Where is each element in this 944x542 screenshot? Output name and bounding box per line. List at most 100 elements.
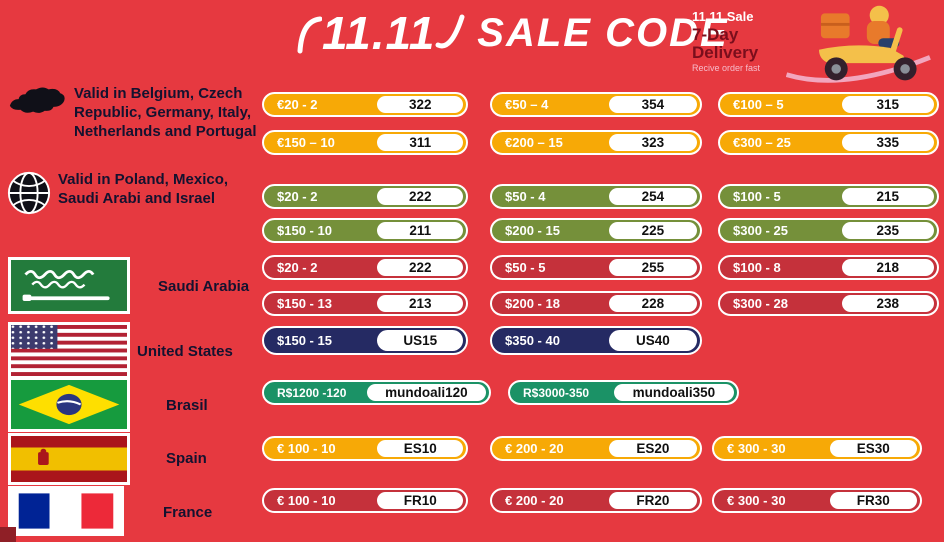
coupon-pill-france-2[interactable]: € 200 - 20 FR20 (490, 488, 702, 513)
sale-logo-1111: 11.11 (296, 6, 465, 60)
coupon-amount: € 100 - 10 (277, 441, 336, 456)
coupon-code: US15 (377, 330, 463, 351)
coupon-pill-europe-5[interactable]: €200 – 15 323 (490, 130, 702, 155)
brasil-label: Brasil (166, 397, 208, 414)
coupon-code: 228 (608, 295, 697, 312)
coupon-amount: € 300 - 30 (727, 441, 786, 456)
france-flag (8, 486, 124, 536)
coupon-pill-spain-1[interactable]: € 100 - 10 ES10 (262, 436, 468, 461)
coupon-pill-europe-6[interactable]: €300 – 25 335 (718, 130, 939, 155)
spain-label: Spain (166, 450, 207, 467)
delivery-promo: 11.11 Sale 7-Day Delivery Recive order f… (692, 9, 802, 74)
coupon-pill-saudi-6[interactable]: $300 - 28 238 (718, 291, 939, 316)
coupon-pill-saudi-5[interactable]: $200 - 18 228 (490, 291, 702, 316)
coupon-pill-us-1[interactable]: $150 - 15 US15 (262, 326, 468, 355)
brasil-flag (8, 377, 130, 432)
coupon-pill-saudi-1[interactable]: $20 - 2 222 (262, 255, 468, 280)
spain-flag (8, 433, 130, 485)
coupon-amount: € 100 - 10 (277, 493, 336, 508)
logo-text: 11.11 (322, 7, 436, 59)
coupon-amount: $300 - 28 (733, 296, 788, 311)
globe-icon (6, 170, 52, 221)
coupon-pill-france-3[interactable]: € 300 - 30 FR30 (712, 488, 922, 513)
coupon-code: 311 (377, 134, 463, 151)
coupon-amount: $50 - 5 (505, 260, 546, 275)
coupon-pill-global-4[interactable]: $150 - 10 211 (262, 218, 468, 243)
coupon-amount: $150 - 13 (277, 296, 332, 311)
coupon-pill-global-2[interactable]: $50 - 4 254 (490, 184, 702, 209)
coupon-code: mundoali120 (366, 384, 486, 401)
saudi-arabia-label: Saudi Arabia (158, 278, 250, 295)
promo-sale-label: 11.11 Sale (692, 9, 754, 24)
coupon-amount: $20 - 2 (277, 260, 318, 275)
coupon-code: 255 (608, 259, 697, 276)
coupon-amount: € 300 - 30 (727, 493, 786, 508)
coupon-amount: $150 - 10 (277, 223, 332, 238)
coupon-code: FR30 (829, 492, 917, 509)
region-europe-label: Valid in Belgium, Czech Republic, German… (74, 85, 257, 141)
coupon-code: 218 (841, 259, 934, 276)
coupon-amount: € 200 - 20 (505, 441, 564, 456)
europe-map-icon (6, 84, 68, 123)
coupon-code: mundoali350 (613, 384, 734, 401)
coupon-pill-saudi-2[interactable]: $50 - 5 255 (490, 255, 702, 280)
coupon-pill-spain-3[interactable]: € 300 - 30 ES30 (712, 436, 922, 461)
coupon-amount: R$1200 -120 (277, 385, 347, 400)
coupon-code: 323 (608, 134, 697, 151)
france-label: France (163, 504, 213, 521)
coupon-pill-europe-4[interactable]: €150 – 10 311 (262, 130, 468, 155)
banner-header: 11.11 SALE CODE (296, 6, 729, 60)
coupon-code: 213 (377, 295, 463, 312)
delivery-scooter-illustration (785, 0, 940, 93)
coupon-pill-brasil-2[interactable]: R$3000-350 mundoali350 (508, 380, 739, 405)
coupon-pill-us-2[interactable]: $350 - 40 US40 (490, 326, 702, 355)
coupon-code: 322 (377, 96, 463, 113)
united-states-label: United States (137, 343, 233, 360)
united-states-flag (8, 322, 130, 379)
saudi-arabia-flag (8, 257, 130, 314)
coupon-pill-france-1[interactable]: € 100 - 10 FR10 (262, 488, 468, 513)
coupon-pill-europe-2[interactable]: €50 – 4 354 (490, 92, 702, 117)
coupon-code: 315 (841, 96, 934, 113)
coupon-amount: $200 - 15 (505, 223, 560, 238)
region-global: Valid in Poland, Mexico, Saudi Arabi and… (6, 170, 256, 223)
coupon-amount: $300 - 25 (733, 223, 788, 238)
coupon-pill-saudi-4[interactable]: $150 - 13 213 (262, 291, 468, 316)
coupon-amount: €150 – 10 (277, 135, 335, 150)
coupon-amount: $350 - 40 (505, 333, 560, 348)
banner-title: SALE CODE (477, 10, 729, 55)
promo-delivery-label: 7-Day Delivery (692, 25, 759, 62)
coupon-pill-brasil-1[interactable]: R$1200 -120 mundoali120 (262, 380, 491, 405)
coupon-pill-global-3[interactable]: $100 - 5 215 (718, 184, 939, 209)
coupon-code: 215 (841, 188, 934, 205)
coupon-code: 225 (608, 222, 697, 239)
coupon-amount: $150 - 15 (277, 333, 332, 348)
coupon-amount: €20 - 2 (277, 97, 318, 112)
region-europe: Valid in Belgium, Czech Republic, German… (6, 84, 260, 142)
coupon-pill-global-5[interactable]: $200 - 15 225 (490, 218, 702, 243)
coupon-amount: € 200 - 20 (505, 493, 564, 508)
coupon-code: FR20 (608, 492, 697, 509)
coupon-code: 235 (841, 222, 934, 239)
coupon-code: 222 (377, 259, 463, 276)
coupon-amount: $100 - 8 (733, 260, 781, 275)
region-global-label: Valid in Poland, Mexico, Saudi Arabi and… (58, 171, 229, 208)
promo-subtext: Recive order fast (692, 62, 761, 73)
coupon-pill-europe-3[interactable]: €100 – 5 315 (718, 92, 939, 117)
coupon-pill-spain-2[interactable]: € 200 - 20 ES20 (490, 436, 702, 461)
coupon-pill-global-1[interactable]: $20 - 2 222 (262, 184, 468, 209)
coupon-pill-saudi-3[interactable]: $100 - 8 218 (718, 255, 939, 280)
coupon-amount: €200 – 15 (505, 135, 563, 150)
coupon-amount: €50 – 4 (505, 97, 549, 112)
coupon-code: ES10 (377, 440, 463, 457)
coupon-code: 254 (608, 188, 697, 205)
coupon-code: 354 (608, 96, 697, 113)
coupon-pill-europe-1[interactable]: €20 - 2 322 (262, 92, 468, 117)
corner-accent (0, 527, 16, 542)
coupon-amount: €300 – 25 (733, 135, 791, 150)
coupon-amount: $100 - 5 (733, 189, 781, 204)
coupon-amount: $50 - 4 (505, 189, 546, 204)
coupon-code: 238 (841, 295, 934, 312)
coupon-pill-global-6[interactable]: $300 - 25 235 (718, 218, 939, 243)
